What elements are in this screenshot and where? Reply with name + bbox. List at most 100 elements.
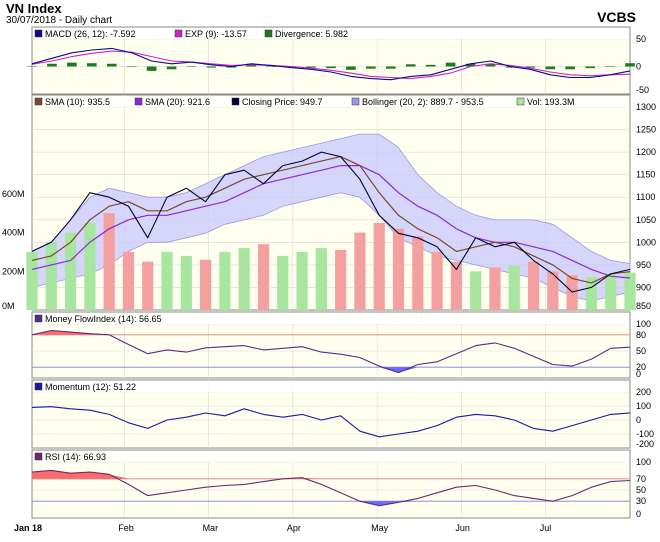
y-tick-label: 20: [636, 362, 646, 372]
y-tick-label: 0: [636, 369, 641, 379]
legend-swatch: [231, 97, 240, 106]
volume-bar: [335, 250, 347, 310]
y-tick-label: 1250: [636, 125, 656, 135]
y-tick-label: 100: [636, 401, 651, 411]
divergence-bar: [425, 64, 436, 67]
volume-bar: [450, 261, 462, 310]
legend-label: RSI (14): 66.93: [45, 452, 106, 462]
volume-bar: [585, 277, 598, 310]
legend-strip: [33, 313, 629, 324]
series-momentum: [31, 406, 631, 438]
legend-strip: [33, 28, 629, 39]
x-tick-label: Jul: [540, 523, 552, 533]
legend-label: MACD (26, 12): -7.592: [45, 29, 136, 39]
volume-bar: [161, 251, 173, 310]
legend-strip: [33, 381, 629, 392]
y-tick-label: 200: [636, 387, 651, 397]
volume-bar: [200, 259, 212, 310]
legend-label: Vol: 193.3M: [527, 97, 575, 107]
y-tick-label: 50: [636, 485, 646, 495]
legend-swatch: [174, 29, 183, 38]
divergence-bar: [126, 66, 137, 68]
y-tick-label: 50: [636, 346, 646, 356]
chart-subtitle: 30/07/2018 - Daily chart: [6, 15, 113, 26]
x-tick-label: Feb: [118, 523, 134, 533]
divergence-bar: [585, 66, 595, 69]
volume-bar: [45, 242, 57, 310]
divergence-bar: [47, 63, 57, 67]
volume-bar: [412, 236, 424, 310]
divergence-bar: [405, 64, 416, 67]
volume-bar: [238, 248, 250, 310]
divergence-bar: [565, 66, 576, 70]
volume-bar: [26, 251, 38, 310]
volume-bar: [527, 261, 540, 310]
volume-bar: [257, 244, 270, 310]
y-tick-label: 0: [636, 509, 641, 519]
volume-bar: [315, 248, 327, 310]
divergence-bar: [545, 66, 556, 70]
divergence-bar: [246, 65, 257, 67]
legend-swatch: [516, 97, 525, 106]
legend-label: SMA (20): 921.6: [145, 97, 210, 107]
volume-bar: [84, 222, 96, 310]
divergence-bar: [366, 66, 376, 69]
x-tick-label: Mar: [203, 523, 219, 533]
volume-bar: [547, 271, 559, 310]
vol-tick-label: 200M: [2, 266, 25, 276]
vol-tick-label: 600M: [2, 189, 25, 199]
y-tick-label: 30: [636, 496, 646, 506]
legend-strip: [33, 96, 629, 107]
y-tick-label: 1200: [636, 147, 656, 157]
divergence-bar: [525, 66, 536, 68]
series-rsi: [31, 469, 631, 507]
volume-bar: [142, 261, 154, 310]
series-mfi: [31, 329, 631, 374]
volume-bar: [180, 255, 192, 310]
overbought-area: [32, 330, 630, 335]
legend-label: Divergence: 5.982: [275, 29, 348, 39]
x-tick-label: Jun: [455, 523, 470, 533]
divergence-bar: [67, 62, 77, 67]
divergence-bar: [266, 66, 277, 67]
series-macd: [31, 47, 631, 81]
volume-bar: [354, 232, 366, 310]
y-tick-label: 80: [636, 330, 646, 340]
divergence-bar: [306, 66, 316, 68]
y-tick-label: 1050: [636, 215, 656, 225]
divergence-bar: [605, 66, 615, 67]
divergence-bar: [445, 62, 456, 67]
chart-title: VN Index: [6, 1, 62, 16]
volume-bar: [296, 251, 308, 310]
legend-label: Closing Price: 949.7: [242, 97, 323, 107]
volume-bar: [470, 271, 482, 310]
legend-swatch: [34, 29, 43, 38]
y-tick-label: 50: [636, 34, 646, 44]
divergence-bar: [326, 66, 336, 69]
legend-swatch: [264, 29, 273, 38]
legend-swatch: [134, 97, 143, 106]
series-sma-20: [31, 165, 631, 279]
volume-bar: [219, 251, 231, 310]
legend-swatch: [351, 97, 360, 106]
legend-strip: [33, 451, 629, 462]
divergence-bar: [485, 63, 496, 67]
y-tick-label: 900: [636, 282, 651, 292]
volume-bar: [489, 267, 501, 310]
vol-tick-label: 400M: [2, 228, 25, 238]
volume-bar: [392, 228, 405, 310]
volume-bar: [122, 251, 135, 310]
y-tick-label: 0: [636, 415, 641, 425]
overbought-area: [32, 470, 630, 479]
brand-label: VCBS: [597, 9, 636, 25]
y-tick-label: 100: [636, 319, 651, 329]
legend-swatch: [34, 452, 43, 461]
legend-label: Bollinger (20, 2): 889.7 - 953.5: [362, 97, 484, 107]
y-tick-label: 100: [636, 457, 651, 467]
divergence-bar: [385, 66, 396, 69]
y-tick-label: 70: [636, 474, 646, 484]
legend-label: EXP (9): -13.57: [185, 29, 247, 39]
divergence-bar: [166, 66, 177, 70]
y-tick-label: 0: [636, 62, 641, 72]
legend-label: Money FlowIndex (14): 56.65: [45, 314, 162, 324]
